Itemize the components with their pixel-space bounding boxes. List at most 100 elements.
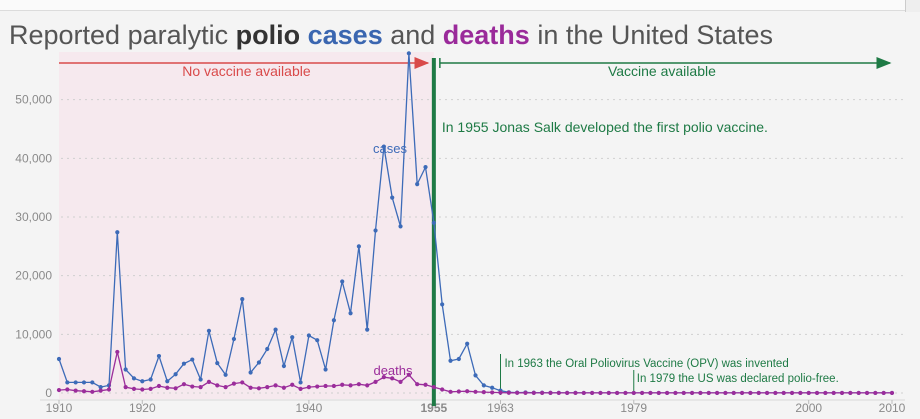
deaths-point: [281, 385, 287, 390]
deaths-point: [764, 390, 770, 396]
deaths-point: [206, 379, 212, 384]
cases-point: [481, 383, 486, 388]
cases-point: [215, 360, 220, 366]
deaths-point: [290, 382, 295, 387]
deaths-point: [523, 390, 528, 395]
y-tick-label: 50,000: [15, 93, 52, 107]
deaths-point: [273, 383, 278, 388]
cases-point: [240, 297, 245, 302]
deaths-point: [331, 383, 336, 389]
deaths-point: [140, 387, 145, 392]
deaths-point: [115, 349, 120, 355]
cases-point: [206, 328, 212, 333]
x-tick-label: 1963: [487, 401, 514, 415]
deaths-point: [573, 390, 578, 396]
deaths-point: [889, 390, 895, 396]
deaths-point: [823, 390, 828, 396]
deaths-point: [648, 390, 653, 396]
deaths-series-label: deaths: [373, 363, 413, 378]
scrollbar-corner[interactable]: [905, 0, 920, 12]
chart-title: Reported paralytic polio cases and death…: [9, 20, 773, 51]
cases-point: [81, 380, 87, 385]
deaths-point: [531, 390, 536, 395]
deaths-point: [773, 390, 778, 396]
cases-point: [56, 356, 62, 362]
cases-point: [98, 385, 103, 390]
cases-point: [356, 244, 361, 249]
deaths-point: [440, 387, 445, 392]
deaths-point: [698, 390, 703, 396]
deaths-point: [481, 390, 486, 395]
deaths-point: [839, 390, 845, 396]
deaths-point: [498, 390, 503, 395]
cases-point: [173, 372, 178, 377]
x-tick-label: 1955: [420, 401, 447, 415]
deaths-point: [506, 390, 511, 395]
y-tick-label: 40,000: [15, 151, 52, 165]
data-series: [56, 51, 895, 396]
title-deaths: deaths: [442, 20, 530, 50]
cases-point: [256, 360, 262, 365]
deaths-point: [540, 390, 545, 395]
cases-point: [398, 224, 403, 229]
cases-point: [290, 335, 295, 340]
cases-point: [73, 380, 78, 385]
deaths-point: [81, 389, 87, 394]
no-vaccine-label: No vaccine available: [182, 63, 311, 79]
deaths-point: [706, 390, 711, 396]
cases-point: [473, 373, 478, 378]
cases-point: [381, 144, 386, 149]
x-tick-label: 1920: [129, 401, 156, 415]
pre-vaccine-background: [59, 52, 434, 399]
deaths-point: [198, 385, 203, 390]
deaths-point: [365, 383, 370, 388]
deaths-point: [598, 390, 603, 396]
cases-point: [298, 380, 303, 385]
deaths-point: [98, 388, 103, 393]
title-part3: and: [382, 20, 443, 50]
x-tick-label: 1940: [296, 401, 323, 415]
y-tick-label: 10,000: [15, 327, 52, 341]
cases-point: [90, 380, 95, 385]
y-tick-label: 20,000: [15, 269, 52, 283]
deaths-point: [315, 384, 320, 389]
cases-point: [248, 370, 253, 375]
deaths-point: [298, 386, 303, 391]
deaths-point: [748, 390, 753, 396]
deaths-point: [856, 390, 861, 396]
deaths-point: [848, 390, 853, 396]
deaths-point: [656, 390, 661, 396]
deaths-point: [473, 389, 478, 394]
deaths-point: [631, 390, 636, 396]
title-cases: cases: [307, 20, 383, 50]
deaths-point: [606, 390, 611, 396]
cases-point: [348, 311, 353, 316]
deaths-point: [381, 375, 386, 380]
deaths-point: [873, 390, 878, 396]
cases-point: [373, 228, 378, 233]
cases-point: [440, 302, 445, 307]
period-arrows: No vaccine available Vaccine available: [59, 57, 892, 79]
cases-series-label: cases: [373, 141, 407, 156]
deaths-point: [615, 390, 620, 396]
deaths-point: [356, 382, 361, 387]
deaths-point: [348, 383, 353, 388]
title-part4: in the United States: [529, 20, 773, 50]
deaths-point: [90, 389, 95, 394]
cases-point: [456, 356, 461, 362]
x-tick-label: 2010: [879, 401, 906, 415]
deaths-point: [65, 387, 70, 392]
deaths-point: [148, 386, 153, 391]
cases-point: [281, 363, 287, 369]
deaths-point: [181, 382, 187, 387]
deaths-point: [490, 390, 495, 395]
deaths-point: [56, 387, 62, 393]
deaths-point: [640, 390, 645, 396]
x-tick-label: 1979: [620, 401, 647, 415]
deaths-point: [864, 390, 870, 396]
x-tick-label: 2000: [795, 401, 822, 415]
deaths-point: [723, 390, 728, 396]
deaths-point: [406, 372, 411, 377]
